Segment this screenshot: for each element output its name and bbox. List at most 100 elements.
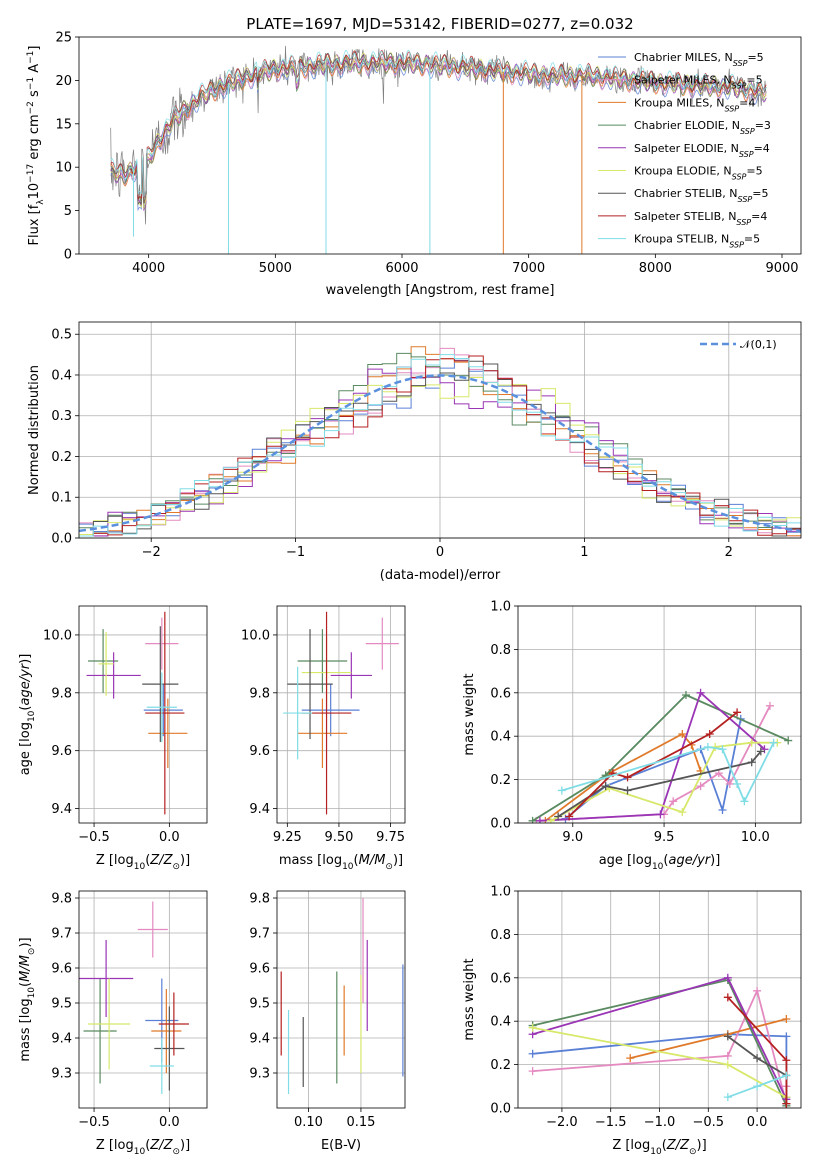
y-axis-label: Flux [fλ10−17 erg cm−2 s−1 A−1] <box>26 46 46 246</box>
y-tick-label: 0.8 <box>490 928 511 943</box>
histogram-series-9 <box>79 354 801 537</box>
weight-marker <box>528 1049 537 1058</box>
weight-series-5 <box>539 691 766 822</box>
grid-lines <box>277 891 405 1108</box>
weight-marker <box>696 782 705 791</box>
x-tick-label: −1.0 <box>644 1115 676 1130</box>
x-tick-label: 5000 <box>259 261 292 276</box>
x-tick-label: 6000 <box>385 261 418 276</box>
weight-marker <box>723 1051 732 1060</box>
y-tick-label: 9.8 <box>249 892 270 907</box>
y-tick-label: 9.4 <box>249 1032 270 1047</box>
y-tick-label: 0 <box>64 248 72 263</box>
x-tick-label: 0.10 <box>294 1115 323 1130</box>
plot-area <box>86 611 188 815</box>
legend-entry-4: Chabrier ELODIE, NSSP=3 <box>634 119 771 136</box>
weight-marker <box>723 973 732 982</box>
x-tick-label: 2 <box>725 545 733 560</box>
weight-marker <box>535 816 544 823</box>
y-tick-label: 0.0 <box>51 532 72 547</box>
x-tick-label: 0.15 <box>346 1115 375 1130</box>
residuals-histogram: −2 −1 0 1 2 0.0 0.1 0.2 0.3 0.4 0.5 𝒩(0,1) (data-mod… <box>27 321 802 583</box>
y-tick-label: 15 <box>55 117 72 132</box>
legend-entry-8: Salpeter STELIB, NSSP=4 <box>634 210 767 227</box>
weight-marker <box>705 730 714 739</box>
y-tick-label: 5 <box>64 204 72 219</box>
plot-area <box>110 45 767 254</box>
y-tick-label: 0.2 <box>51 450 72 465</box>
model-spectrum-6 <box>110 52 767 209</box>
x-tick-label: 9.25 <box>273 830 302 845</box>
y-axis-label: mass weight <box>462 958 477 1040</box>
weight-series-1 <box>564 718 742 820</box>
x-tick-label: −0.5 <box>693 1115 725 1130</box>
weight-marker <box>769 738 778 747</box>
weight-marker <box>733 708 742 717</box>
x-tick-label: 9.0 <box>562 830 583 845</box>
model-spectrum-8 <box>110 49 767 200</box>
weight-marker <box>725 779 734 788</box>
age-vs-metallicity-plot: −0.5 0.0 9.4 9.6 9.8 10.0 Z [log10(Z/Z⊙)] age [… <box>18 605 208 872</box>
weight-marker <box>782 1071 791 1080</box>
plot-area <box>528 973 791 1108</box>
x-axis-label: E(B-V) <box>321 1138 361 1153</box>
y-axis-label: mass weight <box>462 673 477 755</box>
weight-marker <box>753 986 762 995</box>
y-tick-label: 9.5 <box>249 997 270 1012</box>
weight-marker <box>723 1032 732 1041</box>
y-tick-label: 9.3 <box>51 1067 72 1082</box>
weight-marker <box>723 1093 732 1102</box>
weight-marker <box>546 816 555 823</box>
weight-marker <box>782 1032 791 1041</box>
x-tick-label: −1 <box>286 545 305 560</box>
normal-reference-curve <box>79 374 801 533</box>
weight-marker <box>656 810 665 819</box>
weight-marker <box>703 743 712 752</box>
grid-lines <box>79 606 207 823</box>
weight-marker <box>756 747 765 756</box>
y-tick-label: 9.4 <box>51 1032 72 1047</box>
x-tick-label: 8000 <box>639 261 672 276</box>
y-axis-label: Normed distribution <box>27 365 42 495</box>
plot-area <box>280 898 404 1094</box>
y-tick-label: 0.4 <box>490 1015 511 1030</box>
spectrum-chart: 4000 5000 6000 7000 8000 9000 0 5 10 15 20 25 wavele… <box>26 31 802 298</box>
axes-frame <box>276 605 406 824</box>
weight-marker <box>678 808 687 817</box>
y-tick-label: 9.7 <box>51 927 72 942</box>
x-tick-label: 0 <box>436 545 444 560</box>
y-axis-label: mass [log10(M/M⊙)] <box>18 937 37 1061</box>
mass-vs-extinction-plot: 0.10 0.15 9.3 9.4 9.5 9.6 9.7 9.8 E(B-V) <box>249 890 406 1153</box>
y-tick-label: 0.2 <box>490 773 511 788</box>
grid-lines <box>277 606 405 823</box>
y-tick-label: 0.0 <box>490 1102 511 1117</box>
y-tick-label: 0.5 <box>51 328 72 343</box>
grid-lines <box>79 891 207 1108</box>
y-tick-label: 9.8 <box>249 686 270 701</box>
y-tick-label: 9.5 <box>51 997 72 1012</box>
x-tick-label: 0.0 <box>159 830 180 845</box>
plot-area <box>528 688 793 823</box>
weight-marker <box>696 688 705 697</box>
weight-marker <box>782 1056 791 1065</box>
y-tick-label: 1.0 <box>490 600 511 615</box>
y-axis-label: age [log10(age/yr)] <box>18 654 37 776</box>
x-axis-label: mass [log10(M/M⊙)] <box>279 853 403 872</box>
y-tick-label: 10.0 <box>43 628 72 643</box>
y-tick-label: 0.8 <box>490 643 511 658</box>
y-tick-label: 9.8 <box>51 892 72 907</box>
weight-marker <box>753 1082 762 1091</box>
model-spectrum-4 <box>110 54 767 208</box>
weight-marker <box>554 812 563 821</box>
histogram-series-6 <box>79 377 801 535</box>
y-tick-label: 0.4 <box>490 730 511 745</box>
weight-marker <box>753 1054 762 1063</box>
x-axis-label: age [log10(age/yr)] <box>599 853 721 872</box>
mass-vs-metallicity-plot: −0.5 0.0 9.3 9.4 9.5 9.6 9.7 9.8 Z [log10(Z/Z⊙)]… <box>18 890 208 1157</box>
weight-marker <box>747 738 756 747</box>
axes-frame <box>276 890 406 1109</box>
legend-entry-9: Kroupa STELIB, NSSP=5 <box>634 233 760 250</box>
x-axis-label: Z [log10(Z/Z⊙)] <box>612 1138 706 1157</box>
model-spectrum-5 <box>110 54 767 212</box>
